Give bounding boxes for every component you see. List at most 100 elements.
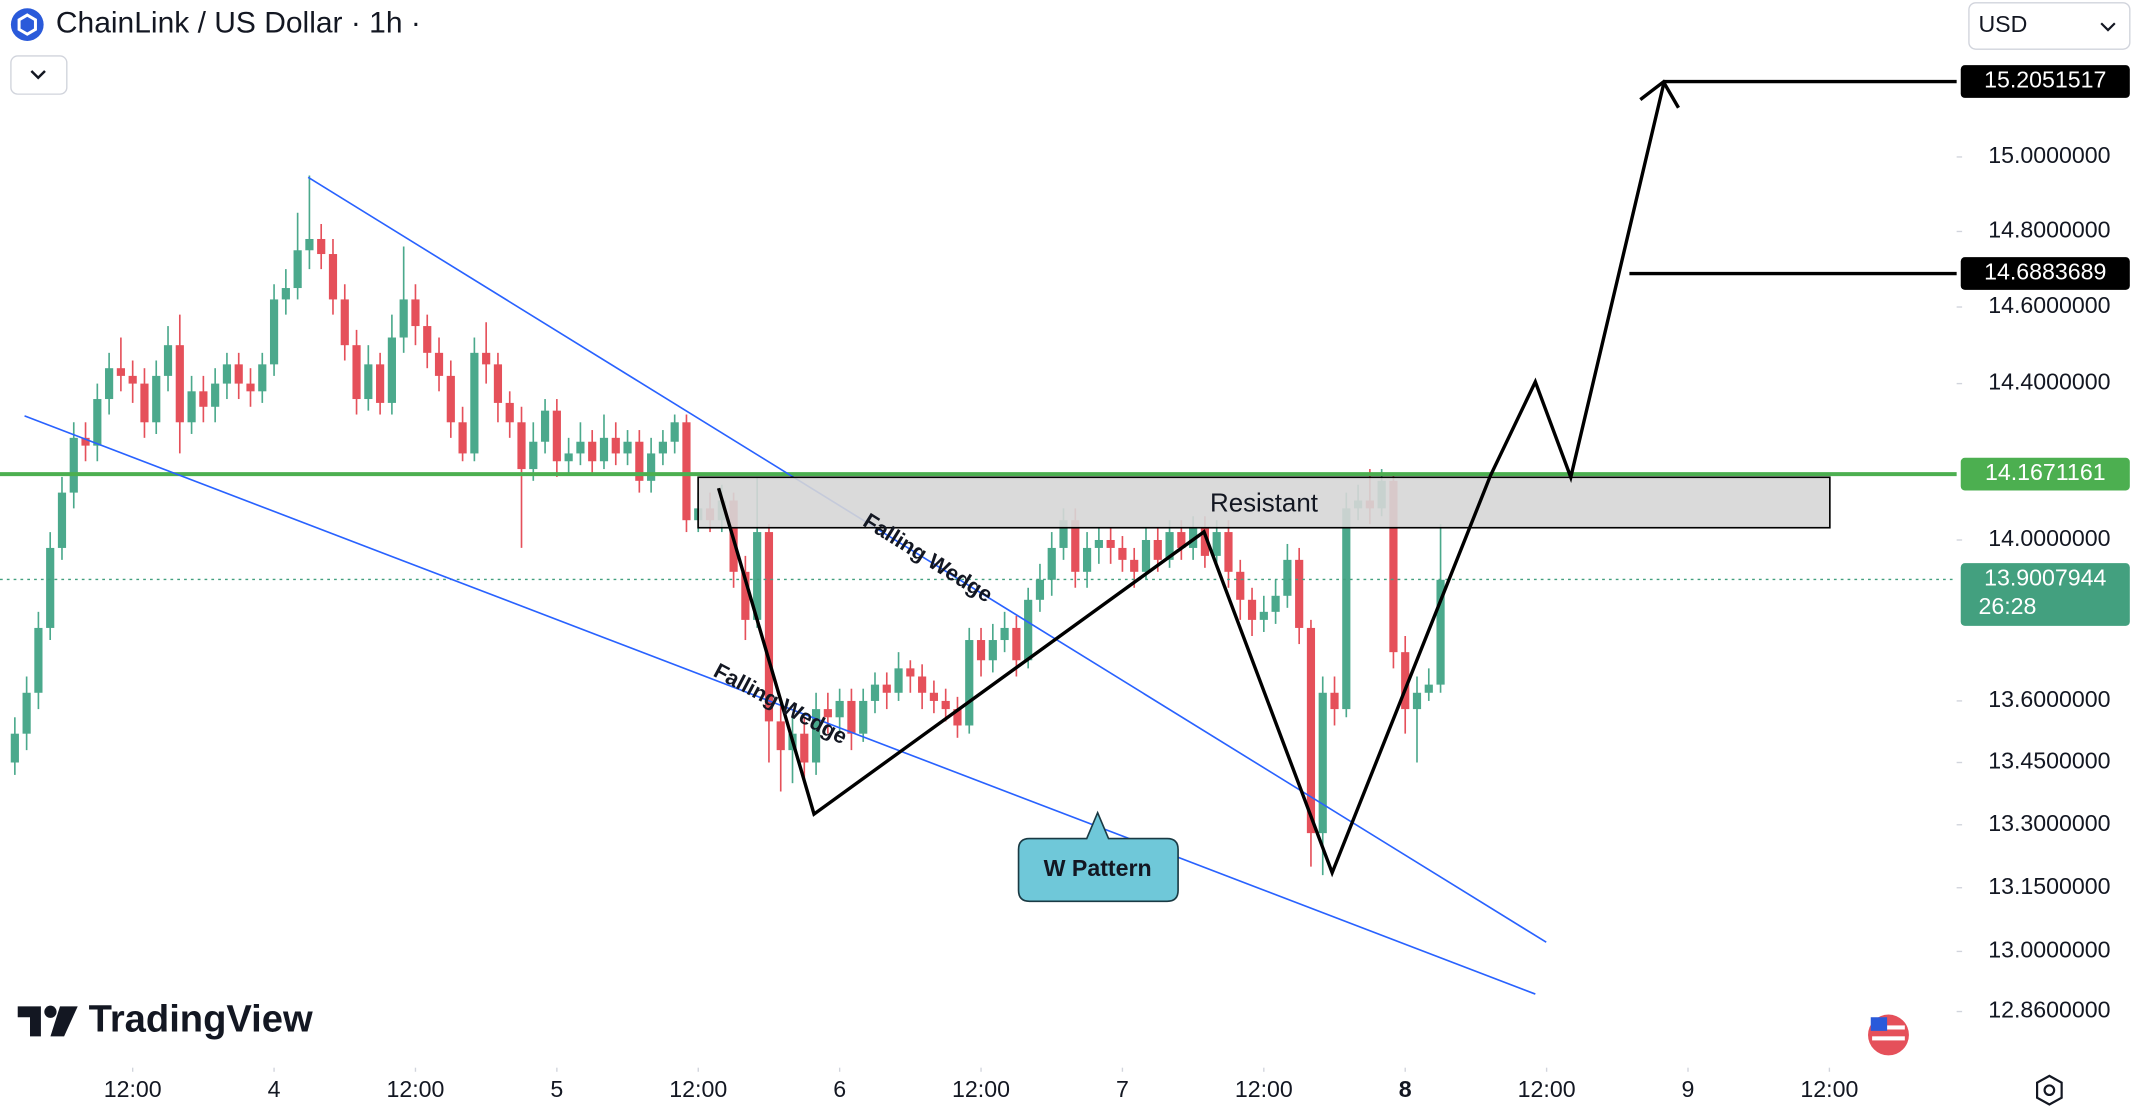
candle-body [635, 441, 644, 481]
flag-stripe [1872, 1036, 1905, 1041]
candle-body [564, 453, 573, 462]
price-label-box [1960, 257, 2130, 290]
candle-body [906, 668, 915, 677]
candle-body [835, 700, 844, 718]
candle-body [1330, 692, 1339, 710]
candle-body [647, 453, 656, 481]
currency-label: USD [1978, 11, 2027, 37]
wedge-line-lower [24, 415, 1536, 995]
x-tick-label: 12:00 [104, 1076, 162, 1102]
price-label-box [1960, 457, 2130, 491]
y-tick-label: 15.0000000 [1988, 142, 2110, 168]
candle-body [1424, 684, 1433, 693]
candle-body [269, 299, 279, 365]
y-tick-label: 13.0000000 [1988, 937, 2110, 963]
candle-body [1153, 539, 1162, 560]
candle-body [376, 364, 385, 403]
candle-body [152, 375, 161, 423]
candle-body [847, 700, 856, 734]
price-label: 13.9007944 [1984, 565, 2106, 591]
candle-body [211, 383, 220, 407]
candle-body [328, 254, 338, 300]
settings-button[interactable] [2036, 1074, 2063, 1106]
candle-body [599, 437, 609, 462]
candle-body [1024, 599, 1033, 661]
y-tick-label: 14.4000000 [1988, 369, 2110, 395]
candle-body [69, 437, 78, 493]
chevron [30, 70, 46, 80]
y-tick-label: 13.6000000 [1988, 686, 2110, 712]
candle-body [1177, 532, 1186, 548]
x-tick-label: 4 [268, 1076, 281, 1102]
logo-part [44, 1005, 57, 1018]
candle-body [470, 352, 479, 454]
candle-body [10, 733, 19, 763]
pattern-label: W Pattern [1044, 855, 1152, 881]
y-tick-label: 14.8000000 [1988, 217, 2110, 243]
x-tick-label: 12:00 [386, 1076, 444, 1102]
candle-body [1059, 520, 1068, 548]
candle-body [175, 345, 184, 423]
x-tick-label: 9 [1682, 1076, 1695, 1102]
candle-body [293, 250, 302, 289]
candle-body [776, 721, 785, 751]
flag-stripe [1872, 1025, 1905, 1030]
candle-body [140, 383, 149, 423]
arrow-head [1639, 79, 1680, 109]
candle-body [529, 441, 538, 470]
candle-body [482, 352, 491, 365]
candle-body [1012, 627, 1021, 661]
candle-body [918, 676, 927, 693]
candle-body [364, 364, 373, 400]
candle-body [800, 733, 809, 763]
chart-title: ChainLink / US Dollar · 1h · [56, 7, 421, 40]
w-pattern-path [716, 84, 1666, 878]
candle-body [305, 238, 314, 251]
candle-body [1212, 532, 1221, 556]
y-tick-label: 13.3000000 [1988, 810, 2110, 836]
candle-body [1236, 571, 1245, 600]
candle-body [423, 326, 432, 353]
y-tick-label: 12.8600000 [1988, 997, 2110, 1023]
candle-body [976, 640, 986, 661]
candle-body [576, 441, 585, 454]
candle-body [670, 422, 679, 442]
candle-body [764, 532, 774, 722]
coin-logo [10, 8, 44, 41]
candle-body [1000, 627, 1009, 641]
pattern-callout [1017, 810, 1179, 903]
candle-body [929, 692, 938, 701]
candle-body [953, 709, 962, 726]
candle-body [340, 299, 349, 346]
candle-body [116, 368, 125, 376]
candle-body [611, 437, 620, 454]
candle-body [411, 299, 420, 327]
y-tick-label: 14.6000000 [1988, 292, 2110, 318]
candle-body [741, 571, 750, 620]
candle-body [128, 375, 137, 384]
candle-body [34, 627, 43, 693]
candle-body [1224, 532, 1233, 572]
flag-canton [1870, 1017, 1888, 1031]
candle-body [81, 437, 90, 446]
candle-body [1389, 480, 1398, 653]
candle-body [1306, 627, 1316, 834]
candle-body [246, 383, 255, 392]
candle-body [1412, 692, 1422, 710]
candle-body [458, 422, 467, 454]
candle-body [446, 375, 455, 423]
candle-body [1165, 532, 1174, 560]
candle-body [505, 402, 514, 423]
candle-body [623, 441, 632, 454]
x-tick-label: 12:00 [952, 1076, 1010, 1102]
currency-select[interactable] [1968, 2, 2131, 50]
collapse-button[interactable] [10, 55, 68, 95]
x-tick-label: 12:00 [1800, 1076, 1858, 1102]
candle-body [882, 684, 891, 693]
candle-body [753, 532, 762, 620]
candle-body [93, 399, 102, 446]
candle-body [811, 709, 821, 763]
x-tick-label: 7 [1116, 1076, 1129, 1102]
